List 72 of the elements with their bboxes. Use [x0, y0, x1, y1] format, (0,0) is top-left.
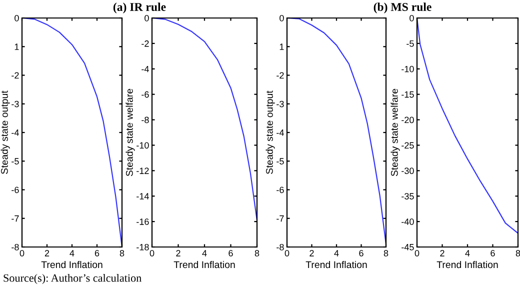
source-note: Source(s): Author’s calculation — [4, 274, 142, 284]
y-tick-label: -8 — [12, 244, 19, 250]
x-tick-label: 6 — [94, 250, 100, 256]
x-tick-label: 8 — [254, 250, 260, 256]
y-tick-label: -8 — [142, 116, 149, 124]
x-tick-label: 4 — [70, 250, 74, 256]
y-tick-label: 0 — [14, 14, 19, 22]
y-axis-title: Steady state output — [266, 90, 275, 174]
y-tick-label: -4 — [276, 130, 284, 136]
y-axis-title: Steady state output — [0, 90, 10, 174]
x-axis-title: Trend Inflation — [306, 260, 367, 268]
x-tick-label: 4 — [465, 250, 470, 256]
x-tick-label: 2 — [44, 250, 50, 256]
y-tick-label: -5 — [12, 158, 19, 164]
x-tick-label: 2 — [310, 250, 314, 256]
x-tick-label: 0 — [150, 250, 154, 256]
y-tick-label: 0 — [410, 14, 414, 22]
x-tick-label: 8 — [120, 250, 124, 256]
y-tick-label: -5 — [406, 40, 414, 47]
x-tick-label: 6 — [228, 250, 233, 256]
line-series — [22, 18, 122, 247]
x-tick-label: 8 — [384, 250, 388, 256]
y-tick-label: -4 — [12, 130, 19, 136]
y-tick-label: -20 — [402, 116, 414, 124]
y-tick-label: -2 — [12, 72, 19, 79]
x-tick-label: 8 — [516, 250, 520, 256]
y-tick-label: -30 — [402, 168, 414, 174]
y-tick-label: -10 — [136, 142, 149, 149]
y-tick-label: -3 — [12, 100, 19, 108]
y-tick-label: -16 — [136, 218, 149, 225]
y-tick-label: -4 — [142, 66, 149, 72]
x-axis-title: Trend Inflation — [436, 260, 498, 268]
y-axis-title: Steady state welfare — [126, 88, 135, 176]
y-tick-label: -3 — [276, 100, 284, 108]
y-tick-label: -10 — [402, 66, 414, 72]
x-axis-title: Trend Inflation — [41, 260, 102, 268]
y-tick-label: -6 — [12, 186, 19, 194]
chart-title: (a) IR rule — [113, 2, 166, 14]
y-tick-label: -8 — [276, 244, 284, 250]
line-series — [417, 18, 518, 234]
x-tick-label: 6 — [490, 250, 495, 256]
x-tick-label: 0 — [20, 250, 24, 256]
x-tick-label: 6 — [359, 250, 364, 256]
y-tick-label: -25 — [402, 142, 414, 149]
y-tick-label: -6 — [142, 91, 149, 98]
x-axis-title: Trend Inflation — [174, 260, 235, 268]
x-tick-label: 0 — [284, 250, 290, 256]
y-tick-label: -14 — [136, 193, 149, 200]
y-tick-label: -7 — [276, 215, 284, 222]
y-tick-label: -15 — [402, 91, 414, 98]
y-tick-label: -18 — [136, 244, 149, 250]
y-tick-label: -6 — [276, 186, 284, 194]
y-tick-label: -2 — [142, 40, 149, 47]
y-tick-label: 1 — [14, 44, 19, 50]
line-series — [287, 18, 386, 245]
x-tick-label: 4 — [334, 250, 339, 256]
x-tick-label: 0 — [414, 250, 420, 256]
y-tick-label: 1 — [280, 44, 284, 50]
y-tick-label: -2 — [276, 72, 284, 79]
y-tick-label: -35 — [402, 193, 414, 200]
chart-title: (b) MS rule — [374, 2, 432, 14]
y-axis-title: Steady state welfare — [390, 88, 400, 176]
x-tick-label: 2 — [440, 250, 444, 256]
x-tick-label: 4 — [202, 250, 207, 256]
y-tick-label: -5 — [276, 158, 284, 164]
y-tick-label: -40 — [402, 218, 414, 225]
y-tick-label: -12 — [136, 168, 149, 174]
y-tick-label: -7 — [12, 215, 19, 222]
y-tick-label: 0 — [144, 14, 149, 22]
x-tick-label: 2 — [176, 250, 180, 256]
y-tick-label: 0 — [280, 14, 284, 22]
y-tick-label: -45 — [402, 244, 414, 250]
